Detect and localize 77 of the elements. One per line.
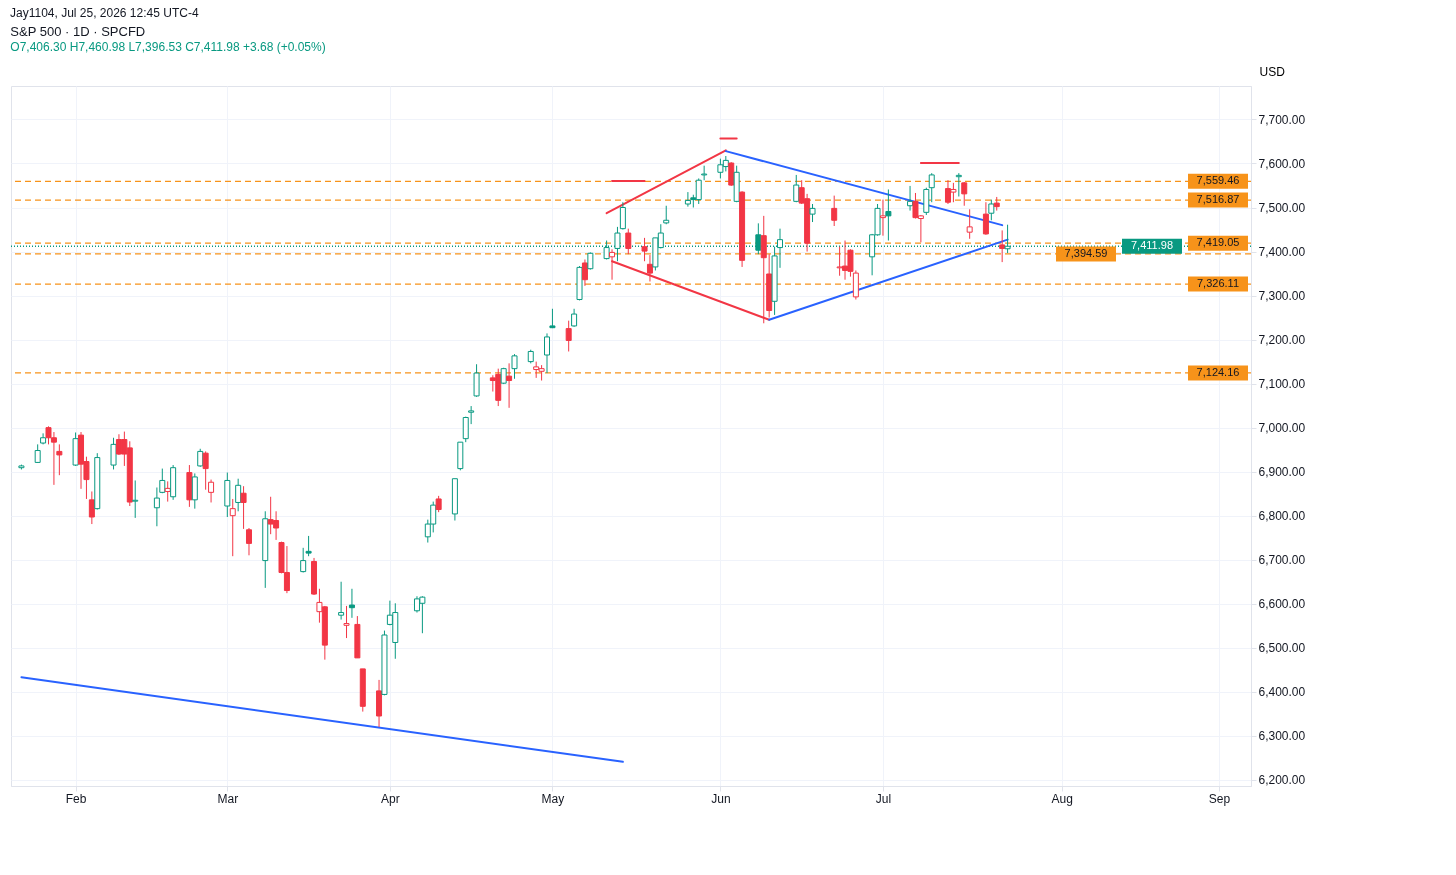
y-tick-label: 7,700.00 [1258,112,1306,127]
candlestick [966,208,973,240]
candlestick [831,195,838,227]
candlestick [462,416,469,443]
ref-line-label: 7,559.46 [1196,174,1240,187]
candlestick [928,172,935,203]
candlestick [208,479,215,503]
candlestick [338,581,345,621]
y-axis-title: USD [1259,64,1286,79]
candlestick [614,226,621,262]
x-tick-label: Feb [65,791,87,806]
x-tick-label: May [541,791,565,806]
ref-line-label: 7,516.87 [1196,193,1240,206]
candlestick [836,246,843,277]
candlestick [571,308,578,328]
candlestick [229,498,236,557]
ref-line-label: 7,394.59 [1064,246,1108,259]
candlestick [982,201,989,236]
candlestick [988,199,995,221]
text: Jay1104, Jul 25, 2026 12:45 UTC-4 [10,6,200,20]
candlestick [885,188,892,242]
candlestick [235,478,242,512]
y-tick-label: 7,600.00 [1258,156,1306,171]
candlestick [999,229,1006,263]
y-tick-label: 6,500.00 [1258,641,1306,656]
candlestick [34,443,41,464]
candlestick [305,535,312,557]
candlestick [110,437,117,470]
y-tick-label: 7,200.00 [1258,333,1306,348]
x-tick-label: Jun [711,791,731,806]
candlestick [619,201,626,231]
y-tick-label: 6,200.00 [1258,773,1306,788]
candlestick [506,362,513,409]
candlestick [581,258,588,287]
candlestick [701,165,708,181]
candlestick [191,472,198,510]
y-tick-label: 7,400.00 [1258,245,1306,260]
candlestick [132,479,139,519]
candlestick [565,320,572,352]
candlestick [1004,224,1011,254]
x-tick-label: Apr [381,791,400,806]
y-tick-label: 7,300.00 [1258,289,1306,304]
x-tick-label: Mar [217,791,239,806]
ref-line-label: 7,419.05 [1196,236,1240,249]
y-tick-label: 6,600.00 [1258,597,1306,612]
candlestick [468,405,475,425]
candlestick [473,363,480,398]
y-tick-label: 6,800.00 [1258,509,1306,524]
candlestick [343,605,350,639]
x-tick-label: Sep [1208,791,1231,806]
candlestick [240,485,247,530]
candlestick [246,527,252,556]
y-tick-label: 7,500.00 [1258,201,1306,216]
y-tick-label: 6,300.00 [1258,729,1306,744]
candlestick [755,222,762,255]
candlestick [88,490,95,525]
y-tick-label: 7,000.00 [1258,421,1306,436]
candlestick [625,228,632,255]
y-tick-label: 6,900.00 [1258,465,1306,480]
x-tick-label: Jul [875,791,892,806]
candlestick [728,161,735,187]
candlestick [348,588,355,619]
x-tick-label: Aug [1051,791,1073,806]
candlestick [202,450,209,491]
candlestick [511,353,518,380]
y-tick-label: 6,400.00 [1258,685,1306,700]
chart-title: S&P 500 · 1D · SPCFD [10,24,146,39]
ref-line-label: 7,411.98 [1130,239,1174,252]
candlestick [923,187,930,216]
candlestick [641,237,648,262]
y-tick-label: 6,700.00 [1258,553,1306,568]
candlestick [793,174,800,203]
chart-subtitle: O7,406.30 H7,460.98 L7,396.53 C7,411.98 +3.68 (+0.05%) [10,40,326,54]
ref-line-label: 7,124.16 [1196,365,1240,378]
y-tick-label: 7,100.00 [1258,377,1306,392]
candlestick [809,203,816,223]
ref-line-label: 7,326.11 [1196,277,1240,290]
